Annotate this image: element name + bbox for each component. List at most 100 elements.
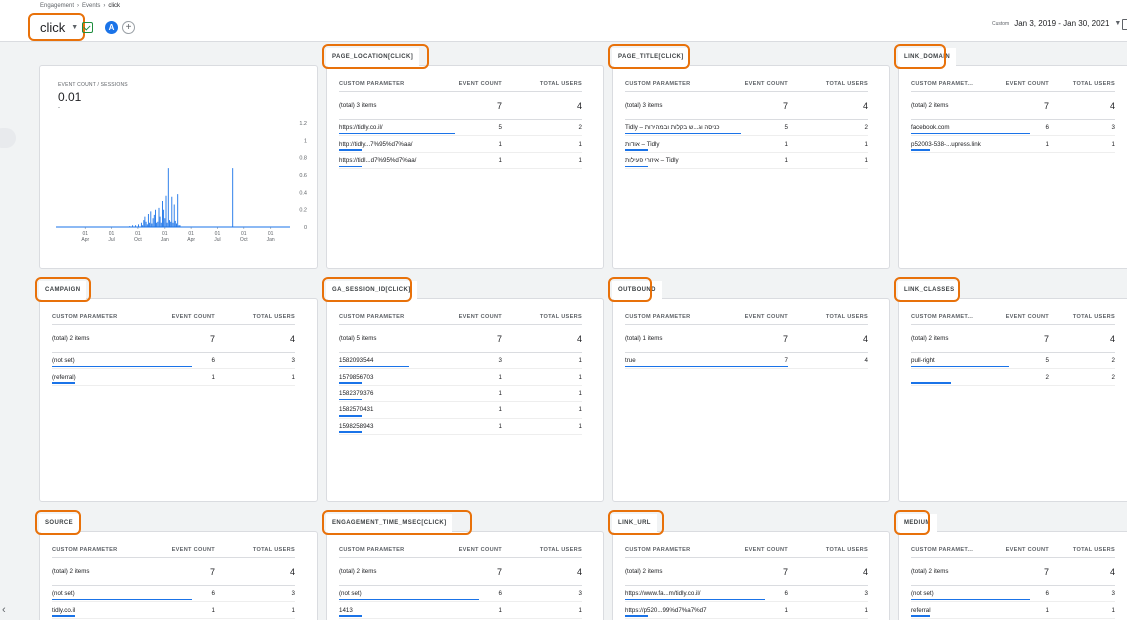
- parameter-table: CUSTOM PARAMETER EVENT COUNT TOTAL USERS (t…: [52, 309, 295, 386]
- column-header-event-count[interactable]: EVENT COUNT: [458, 546, 502, 553]
- dropdown-caret-icon: ▼: [71, 24, 79, 31]
- column-header-total-users[interactable]: TOTAL USERS: [825, 313, 868, 320]
- x-tick-label: Jul: [108, 237, 114, 243]
- row-event-count: 6: [1045, 590, 1049, 598]
- table-row[interactable]: https://p520...99%d7%a7%d7 1 1: [625, 602, 868, 619]
- column-header-total-users[interactable]: TOTAL USERS: [1072, 313, 1115, 320]
- table-row[interactable]: p52003-538-...upress.link 1 1: [911, 136, 1115, 153]
- card-title[interactable]: PAGE_LOCATION[CLICK]: [326, 48, 420, 66]
- table-row[interactable]: 1582093544 3 1: [339, 353, 582, 370]
- card-title[interactable]: CAMPAIGN: [39, 281, 87, 299]
- table-row[interactable]: 1582570431 1 1: [339, 402, 582, 419]
- card-title[interactable]: SOURCE: [39, 514, 80, 532]
- table-row[interactable]: 1413 1 1: [339, 602, 582, 619]
- totals-label: (total) 2 items: [339, 568, 377, 575]
- table-row[interactable]: (not set) 6 3: [339, 586, 582, 603]
- column-header-parameter[interactable]: CUSTOM PARAMETER: [339, 80, 405, 87]
- x-tick-label: Oct: [134, 237, 142, 243]
- card-title[interactable]: GA_SESSION_ID[CLICK]: [326, 281, 417, 299]
- breadcrumb-engagement[interactable]: Engagement: [40, 3, 75, 9]
- column-header-parameter[interactable]: CUSTOM PARAMET...: [911, 80, 974, 87]
- card-title[interactable]: ENGAGEMENT_TIME_MSEC[CLICK]: [326, 514, 453, 532]
- card-title[interactable]: LINK_DOMAIN: [898, 48, 957, 66]
- totals-event-count: 7: [496, 333, 502, 344]
- row-parameter-value: p52003-538-...upress.link: [911, 140, 981, 148]
- card-title[interactable]: OUTBOUND: [612, 281, 662, 299]
- card-title[interactable]: LINK_CLASSES: [898, 281, 961, 299]
- column-header-parameter[interactable]: CUSTOM PARAMET...: [911, 313, 974, 320]
- column-header-event-count[interactable]: EVENT COUNT: [458, 313, 502, 320]
- column-header-event-count[interactable]: EVENT COUNT: [744, 80, 788, 87]
- sidebar-active-indicator[interactable]: [0, 128, 16, 148]
- column-header-parameter[interactable]: CUSTOM PARAMETER: [339, 546, 405, 553]
- column-header-event-count[interactable]: EVENT COUNT: [744, 546, 788, 553]
- card-title[interactable]: LINK_URL: [612, 514, 657, 532]
- column-header-total-users[interactable]: TOTAL USERS: [539, 313, 582, 320]
- breadcrumb-events[interactable]: Events: [82, 3, 101, 9]
- column-header-event-count[interactable]: EVENT COUNT: [1005, 80, 1049, 87]
- table-row[interactable]: pull-right 5 2: [911, 353, 1115, 370]
- column-header-total-users[interactable]: TOTAL USERS: [1072, 546, 1115, 553]
- card-title[interactable]: MEDIUM: [898, 514, 937, 532]
- event-name-selector[interactable]: click ▼: [40, 20, 78, 35]
- table-row[interactable]: https://www.fa...m/tidly.co.il/6 3: [625, 586, 868, 603]
- table-row[interactable]: true 7 4: [625, 353, 868, 370]
- column-header-total-users[interactable]: TOTAL USERS: [252, 313, 295, 320]
- table-row[interactable]: אודות – Tidly 1 1: [625, 136, 868, 153]
- column-header-total-users[interactable]: TOTAL USERS: [825, 80, 868, 87]
- card-title[interactable]: PAGE_TITLE[CLICK]: [612, 48, 690, 66]
- comparison-a-icon[interactable]: A: [105, 21, 118, 34]
- add-comparison-icon[interactable]: +: [122, 21, 135, 34]
- column-header-parameter[interactable]: CUSTOM PARAMETER: [52, 546, 118, 553]
- table-row[interactable]: 1579856703 1 1: [339, 369, 582, 386]
- table-row[interactable]: 1598258943 1 1: [339, 419, 582, 435]
- table-row[interactable]: (not set) 6 3: [911, 586, 1115, 603]
- column-header-event-count[interactable]: EVENT COUNT: [744, 313, 788, 320]
- row-share-bar: [52, 365, 192, 368]
- totals-total-users: 4: [1109, 100, 1115, 111]
- row-share-bar: [339, 165, 362, 168]
- table-row[interactable]: tidly.co.il 1 1: [52, 602, 295, 619]
- totals-label: (total) 3 items: [339, 102, 377, 109]
- column-header-total-users[interactable]: TOTAL USERS: [539, 546, 582, 553]
- column-header-parameter[interactable]: CUSTOM PARAMETER: [625, 546, 691, 553]
- table-row[interactable]: Tidly – כניסה וג...ש בקלות ובמהירות 5 2: [625, 120, 868, 137]
- date-range-picker[interactable]: Custom Jan 3, 2019 - Jan 30, 2021 ▼: [992, 19, 1121, 28]
- table-row[interactable]: facebook.com 6 3: [911, 120, 1115, 137]
- column-header-event-count[interactable]: EVENT COUNT: [171, 546, 215, 553]
- chevron-left-icon[interactable]: ‹: [2, 604, 6, 616]
- parameter-table: CUSTOM PARAMET... EVENT COUNT TOTAL USERS (…: [911, 309, 1115, 386]
- totals-row: (total) 2 items 7 4: [911, 325, 1115, 353]
- table-row[interactable]: (not set) 6 3: [52, 353, 295, 370]
- column-header-event-count[interactable]: EVENT COUNT: [458, 80, 502, 87]
- save-report-icon[interactable]: [82, 22, 93, 33]
- table-row[interactable]: (not set) 6 3: [52, 586, 295, 603]
- table-row[interactable]: (referral) 1 1: [52, 369, 295, 386]
- column-header-event-count[interactable]: EVENT COUNT: [1005, 546, 1049, 553]
- column-header-total-users[interactable]: TOTAL USERS: [1072, 80, 1115, 87]
- column-header-total-users[interactable]: TOTAL USERS: [252, 546, 295, 553]
- parameter-table: CUSTOM PARAMETER EVENT COUNT TOTAL USERS (t…: [52, 542, 295, 619]
- column-header-parameter[interactable]: CUSTOM PARAMETER: [339, 313, 405, 320]
- column-header-parameter[interactable]: CUSTOM PARAMET...: [911, 546, 974, 553]
- column-header-total-users[interactable]: TOTAL USERS: [539, 80, 582, 87]
- column-header-parameter[interactable]: CUSTOM PARAMETER: [625, 80, 691, 87]
- param-card-campaign: CUSTOM PARAMETER EVENT COUNT TOTAL USERS (t…: [39, 298, 318, 502]
- table-row[interactable]: 1582379376 1 1: [339, 386, 582, 403]
- column-header-event-count[interactable]: EVENT COUNT: [171, 313, 215, 320]
- totals-total-users: 4: [1109, 566, 1115, 577]
- table-row[interactable]: https://tidl...d7%95%d7%aa/1 1: [339, 153, 582, 170]
- column-header-parameter[interactable]: CUSTOM PARAMETER: [625, 313, 691, 320]
- table-row[interactable]: http://tidly...7%95%d7%aa/1 1: [339, 136, 582, 153]
- table-row[interactable]: איזורי פעילות – Tidly 1 1: [625, 153, 868, 170]
- table-row[interactable]: https://tidly.co.il/5 2: [339, 120, 582, 137]
- param-card-engagement-time-msec-click: CUSTOM PARAMETER EVENT COUNT TOTAL USERS (t…: [326, 531, 604, 620]
- column-header-total-users[interactable]: TOTAL USERS: [825, 546, 868, 553]
- row-event-count: 1: [498, 156, 502, 164]
- table-row[interactable]: referral 1 1: [911, 602, 1115, 619]
- export-icon[interactable]: [1122, 19, 1127, 30]
- column-header-event-count[interactable]: EVENT COUNT: [1005, 313, 1049, 320]
- row-event-count: 1: [784, 606, 788, 614]
- column-header-parameter[interactable]: CUSTOM PARAMETER: [52, 313, 118, 320]
